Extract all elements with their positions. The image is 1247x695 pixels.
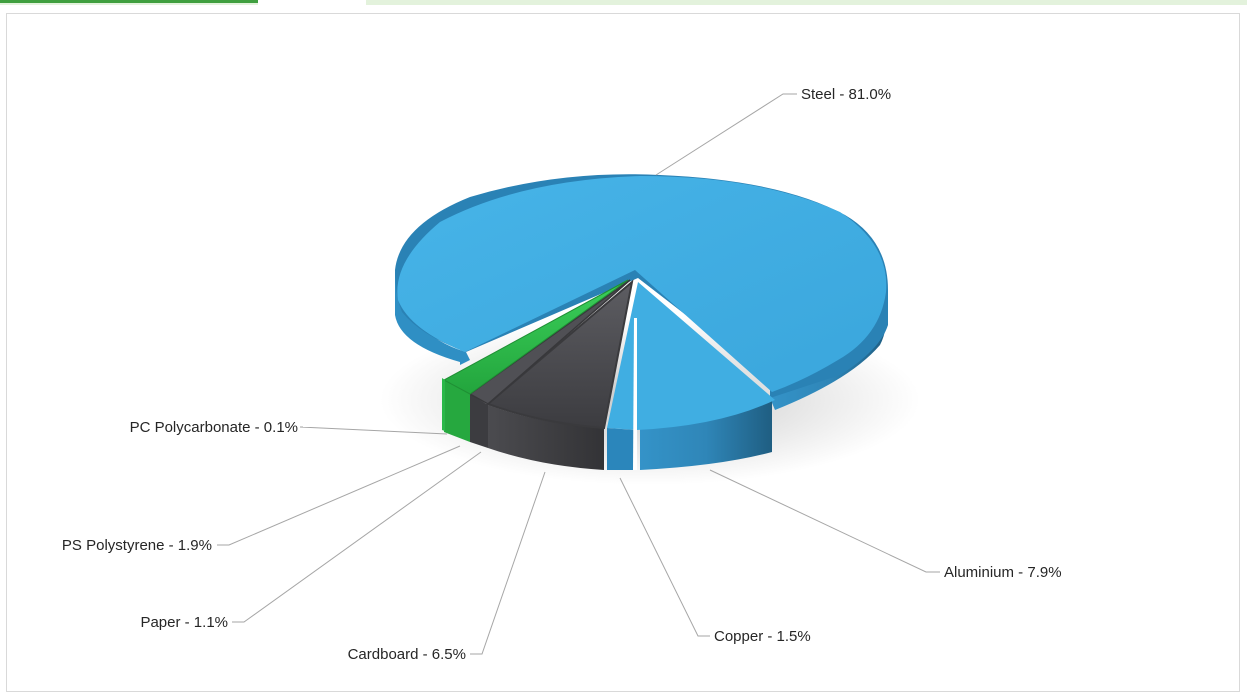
- slice-copper-highlight: [633, 318, 637, 470]
- label-ps-polystyrene: PS Polystyrene - 1.9%: [62, 537, 212, 554]
- label-paper: Paper - 1.1%: [140, 614, 228, 631]
- active-tab-indicator[interactable]: [0, 0, 258, 3]
- leader-cardboard: [470, 471, 546, 655]
- slice-ps-polystyrene[interactable]: [442, 279, 629, 442]
- slice-pc-polycarbonate[interactable]: [442, 378, 445, 431]
- leader-pc-polycarbonate: [299, 426, 448, 435]
- leader-aluminium: [709, 469, 940, 573]
- slice-cardboard-side: [488, 405, 604, 470]
- slice-pc-polycarbonate-mark: [442, 378, 445, 431]
- slice-aluminium[interactable]: [607, 282, 775, 470]
- slice-aluminium-top: [607, 282, 775, 430]
- slice-ps-polystyrene-side: [444, 380, 470, 442]
- leader-copper: [619, 477, 710, 637]
- label-copper: Copper - 1.5%: [714, 628, 811, 645]
- label-aluminium: Aluminium - 7.9%: [944, 564, 1062, 581]
- leader-paper: [232, 451, 482, 623]
- slice-paper-top: [468, 279, 631, 405]
- label-steel: Steel - 81.0%: [801, 86, 891, 103]
- slice-copper[interactable]: [633, 318, 637, 470]
- slice-paper[interactable]: [468, 279, 631, 448]
- slice-cardboard[interactable]: [486, 279, 634, 470]
- slice-aluminium-side-curve: [640, 400, 772, 470]
- slice-ps-polystyrene-top: [442, 279, 629, 395]
- leader-ps-polystyrene: [217, 445, 461, 546]
- leader-lines: [217, 93, 940, 655]
- label-pc-polycarbonate: PC Polycarbonate - 0.1%: [130, 419, 298, 436]
- slice-paper-side: [470, 394, 488, 448]
- tab-gap: [258, 0, 366, 5]
- slice-cardboard-top: [486, 279, 634, 430]
- slice-steel-top: [397, 176, 887, 392]
- leader-steel: [655, 93, 797, 176]
- slice-steel[interactable]: [395, 174, 888, 410]
- slice-aluminium-side: [607, 428, 636, 470]
- slice-steel-side: [395, 270, 470, 365]
- top-strip: [0, 0, 1247, 5]
- label-cardboard: Cardboard - 6.5%: [348, 646, 466, 663]
